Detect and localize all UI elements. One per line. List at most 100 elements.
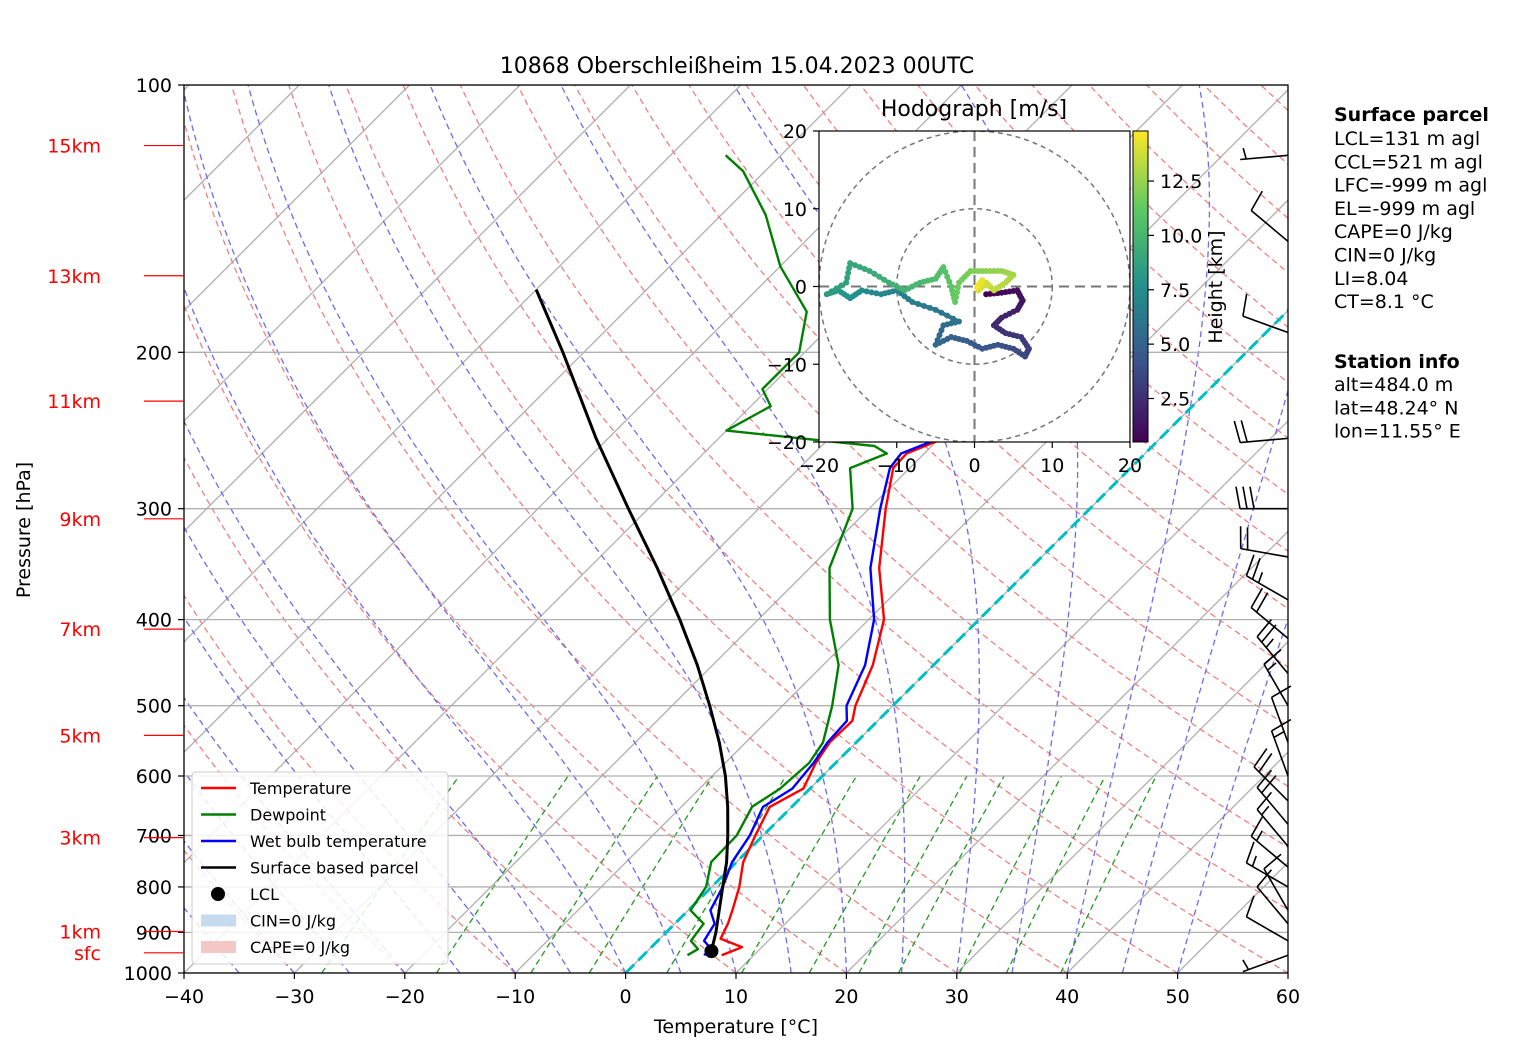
- hodograph-point: [950, 316, 956, 322]
- wind-barb-staff: [1257, 810, 1288, 847]
- mixing-ratio-line: [437, 776, 569, 973]
- height-marker-label: 7km: [59, 619, 101, 641]
- station-info-line: lat=48.24° N: [1334, 397, 1458, 419]
- wind-barb-staff: [1246, 917, 1288, 941]
- wind-barb-half-flag: [1268, 663, 1277, 670]
- colorbar-tick-label: 7.5: [1160, 280, 1190, 302]
- surface-parcel-line: CT=8.1 °C: [1334, 291, 1434, 313]
- wind-barb-flag: [1243, 487, 1247, 509]
- wind-barb-flag: [1246, 555, 1254, 576]
- legend-entry-label: LCL: [250, 885, 279, 904]
- y-tick-label: 400: [136, 610, 172, 632]
- legend-entry-label: CIN=0 J/kg: [250, 912, 336, 931]
- wind-barb-staff: [1251, 608, 1288, 639]
- wind-barb-half-flag: [1243, 148, 1246, 159]
- y-tick-label: 900: [136, 922, 172, 944]
- hodograph-point: [938, 310, 944, 316]
- hodograph-x-tick-label: −20: [799, 455, 839, 477]
- wind-barb-staff: [1251, 211, 1288, 242]
- x-tick-label: −30: [274, 986, 314, 1008]
- colorbar-tick-label: 12.5: [1160, 171, 1202, 193]
- wind-barbs: [1234, 148, 1291, 971]
- wind-barb-half-flag: [1259, 572, 1263, 583]
- y-tick-label: 600: [136, 766, 172, 788]
- hodograph-x-tick-label: 10: [1040, 455, 1064, 477]
- mixing-ratio-line: [899, 776, 1005, 973]
- x-tick-label: 10: [724, 986, 748, 1008]
- surface-parcel-line: CAPE=0 J/kg: [1334, 221, 1453, 243]
- surface-parcel-heading: Surface parcel: [1334, 104, 1489, 126]
- hodograph-point: [927, 305, 933, 311]
- lcl-point: [704, 944, 718, 958]
- y-tick-label: 700: [136, 825, 172, 847]
- wind-barb-staff: [1257, 887, 1288, 924]
- wind-barb-flag: [1236, 487, 1240, 509]
- mixing-ratio-line: [531, 776, 658, 973]
- colorbar-ticks: 2.55.07.510.012.5: [1148, 171, 1202, 410]
- height-marker-label: sfc: [74, 943, 101, 965]
- wind-barb-staff: [1243, 955, 1288, 971]
- wind-barb-flag: [1234, 421, 1240, 443]
- legend-swatch-patch: [201, 941, 236, 953]
- mixing-ratio-line: [1061, 776, 1157, 973]
- height-marker-label: 5km: [59, 725, 101, 747]
- wind-barb-flag: [1246, 842, 1254, 863]
- surface-parcel-line: EL=-999 m agl: [1334, 198, 1475, 220]
- hodograph-x-tick-label: −10: [877, 455, 917, 477]
- height-marker-label: 3km: [59, 828, 101, 850]
- colorbar-label: Height [km]: [1205, 230, 1227, 343]
- parcel-line: [536, 290, 728, 952]
- wind-barb-flag: [1251, 191, 1262, 210]
- y-tick-label: 500: [136, 696, 172, 718]
- hodograph-point: [975, 283, 981, 289]
- wind-barb-flag: [1246, 896, 1254, 917]
- wind-barb-flag: [1250, 487, 1254, 509]
- hodograph-point: [956, 318, 962, 324]
- hodograph-y-tick-label: −20: [767, 432, 807, 454]
- mixing-ratio-line: [809, 776, 920, 973]
- station-info-line: lon=11.55° E: [1334, 421, 1461, 443]
- wind-barb-half-flag: [1274, 732, 1284, 738]
- surface-parcel-line: LCL=131 m agl: [1334, 128, 1480, 150]
- chart-title: 10868 Oberschleißheim 15.04.2023 00UTC: [500, 54, 975, 79]
- x-tick-label: −10: [495, 986, 535, 1008]
- x-tick-label: 0: [620, 986, 632, 1008]
- wind-barb-staff: [1246, 576, 1288, 600]
- hodograph-y-tick-label: 20: [783, 121, 807, 143]
- y-tick-label: 1000: [124, 963, 172, 985]
- hodograph-point: [921, 303, 927, 309]
- wind-barb-flag: [1262, 776, 1276, 793]
- wind-barb-half-flag: [1243, 960, 1249, 970]
- surface-parcel-line: CCL=521 m agl: [1334, 151, 1483, 173]
- wind-barb-flag: [1241, 420, 1247, 442]
- surface-parcel-line: LI=8.04: [1334, 268, 1408, 290]
- hodograph-point: [915, 301, 921, 307]
- wind-barb-half-flag: [1252, 856, 1256, 867]
- y-axis-label: Pressure [hPa]: [13, 462, 35, 598]
- x-tick-label: 50: [1166, 986, 1190, 1008]
- legend-entry-label: Dewpoint: [250, 806, 326, 825]
- hodograph-y-tick-label: −10: [767, 354, 807, 376]
- wind-barb-half-flag: [1262, 806, 1269, 815]
- x-tick-label: 30: [945, 986, 969, 1008]
- height-colorbar: [1133, 131, 1148, 442]
- y-tick-label: 800: [136, 877, 172, 899]
- surface-parcel-line: CIN=0 J/kg: [1334, 245, 1436, 267]
- x-tick-label: −40: [164, 986, 204, 1008]
- hodograph-point: [933, 307, 939, 313]
- legend-swatch-patch: [201, 915, 236, 927]
- colorbar-tick-label: 5.0: [1160, 334, 1190, 356]
- x-tick-label: 60: [1276, 986, 1300, 1008]
- wind-barb-half-flag: [1266, 639, 1273, 648]
- x-tick-label: −20: [385, 986, 425, 1008]
- hodograph-x-tick-label: 0: [968, 455, 980, 477]
- y-tick-label: 200: [136, 342, 172, 364]
- x-tick-label: 20: [834, 986, 858, 1008]
- hodograph-title: Hodograph [m/s]: [881, 97, 1067, 122]
